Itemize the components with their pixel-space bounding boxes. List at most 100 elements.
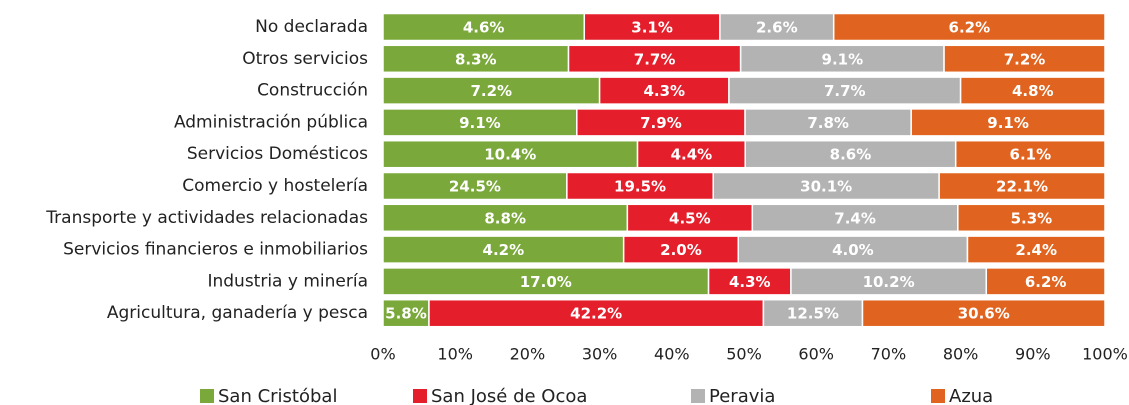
- category-label: Otros servicios: [242, 49, 368, 69]
- bar-segment: [382, 108, 578, 137]
- value-label: 9.1%: [987, 114, 1029, 132]
- bar-segment: [957, 203, 1106, 233]
- category-label: Servicios Domésticos: [187, 144, 368, 164]
- value-label: 4.2%: [483, 241, 525, 259]
- bar-segment: [737, 235, 969, 264]
- value-label: 4.5%: [669, 209, 711, 227]
- value-label: 30.1%: [800, 178, 852, 196]
- bar-segment: [739, 44, 945, 74]
- legend-label: Peravia: [709, 386, 775, 405]
- value-label: 7.4%: [834, 209, 876, 227]
- legend-label: San José de Ocoa: [431, 386, 587, 405]
- value-label: 7.2%: [1004, 50, 1046, 68]
- x-tick-label: 70%: [871, 345, 907, 364]
- value-label: 4.0%: [832, 241, 874, 259]
- value-label: 5.8%: [385, 305, 427, 323]
- x-tick-label: 10%: [437, 345, 473, 364]
- x-tick-label: 50%: [726, 345, 762, 364]
- value-label: 30.6%: [958, 305, 1010, 323]
- bar-segment: [583, 12, 721, 42]
- bar-segment: [382, 12, 586, 42]
- legend-label: Azua: [949, 386, 993, 405]
- value-label: 7.7%: [824, 82, 866, 100]
- value-label: 9.1%: [459, 114, 501, 132]
- bar-segment: [428, 298, 765, 328]
- bar-segment: [719, 12, 835, 42]
- bar-segment: [790, 267, 988, 296]
- value-label: 22.1%: [996, 178, 1048, 196]
- bar-segment: [832, 12, 1106, 42]
- value-label: 10.2%: [863, 273, 915, 291]
- value-label: 9.1%: [822, 50, 864, 68]
- value-label: 4.4%: [671, 146, 713, 164]
- value-label: 2.0%: [660, 241, 702, 259]
- x-tick-label: 30%: [582, 345, 618, 364]
- value-label: 8.8%: [484, 209, 526, 227]
- value-label: 4.8%: [1012, 82, 1054, 100]
- bar-segment: [382, 76, 601, 105]
- value-label: 2.6%: [756, 19, 798, 37]
- x-tick-label: 100%: [1082, 345, 1128, 364]
- value-label: 6.2%: [1025, 273, 1067, 291]
- bar-segment: [382, 44, 570, 74]
- bar-segment: [910, 108, 1106, 137]
- legend-swatch: [200, 389, 214, 403]
- bar-segment: [938, 171, 1106, 201]
- legend-swatch: [413, 389, 427, 403]
- legend-label: San Cristóbal: [218, 386, 337, 405]
- x-tick-label: 0%: [370, 345, 395, 364]
- bar-segment: [943, 44, 1106, 74]
- bar-segment: [707, 267, 792, 296]
- value-label: 6.1%: [1010, 146, 1052, 164]
- x-tick-label: 60%: [798, 345, 834, 364]
- bar-segment: [861, 298, 1106, 328]
- bar-segment: [744, 139, 957, 169]
- value-label: 8.3%: [455, 50, 497, 68]
- value-label: 7.8%: [807, 114, 849, 132]
- value-label: 4.6%: [463, 19, 505, 37]
- value-label: 3.1%: [631, 19, 673, 37]
- value-label: 7.2%: [470, 82, 512, 100]
- bar-segment: [959, 76, 1106, 105]
- bar-segment: [985, 267, 1106, 296]
- value-label: 7.9%: [640, 114, 682, 132]
- value-label: 10.4%: [484, 146, 536, 164]
- value-label: 6.2%: [949, 19, 991, 37]
- bar-segment: [382, 171, 568, 201]
- value-label: 17.0%: [520, 273, 572, 291]
- legend-swatch: [931, 389, 945, 403]
- value-label: 2.4%: [1015, 241, 1057, 259]
- category-label: Administración pública: [174, 112, 368, 132]
- value-label: 24.5%: [449, 178, 501, 196]
- bar-segment: [598, 76, 730, 105]
- category-label: Servicios financieros e inmobiliarios: [63, 240, 368, 260]
- bar-segment: [382, 203, 629, 233]
- value-label: 5.3%: [1011, 209, 1053, 227]
- bar-segment: [382, 139, 639, 169]
- x-tick-label: 20%: [510, 345, 546, 364]
- bar-segment: [382, 235, 625, 264]
- category-label: Comercio y hostelería: [182, 176, 368, 196]
- bar-segment: [954, 139, 1106, 169]
- bar-segment: [966, 235, 1106, 264]
- category-label: Agricultura, ganadería y pesca: [107, 303, 368, 323]
- value-label: 7.7%: [634, 50, 676, 68]
- bar-segment: [566, 171, 714, 201]
- category-label: Transporte y actividades relacionadas: [45, 208, 368, 228]
- x-tick-label: 80%: [943, 345, 979, 364]
- x-tick-label: 40%: [654, 345, 690, 364]
- value-label: 8.6%: [830, 146, 872, 164]
- category-label: Construcción: [257, 81, 368, 101]
- value-label: 42.2%: [570, 305, 622, 323]
- bar-segment: [567, 44, 742, 74]
- value-label: 4.3%: [643, 82, 685, 100]
- value-label: 4.3%: [729, 273, 771, 291]
- bar-segment: [712, 171, 940, 201]
- category-label: No declarada: [255, 17, 368, 37]
- category-label: Industria y minería: [207, 271, 368, 291]
- value-label: 12.5%: [787, 305, 839, 323]
- x-tick-label: 90%: [1015, 345, 1051, 364]
- bar-segment: [382, 298, 430, 328]
- bar-segment: [576, 108, 746, 137]
